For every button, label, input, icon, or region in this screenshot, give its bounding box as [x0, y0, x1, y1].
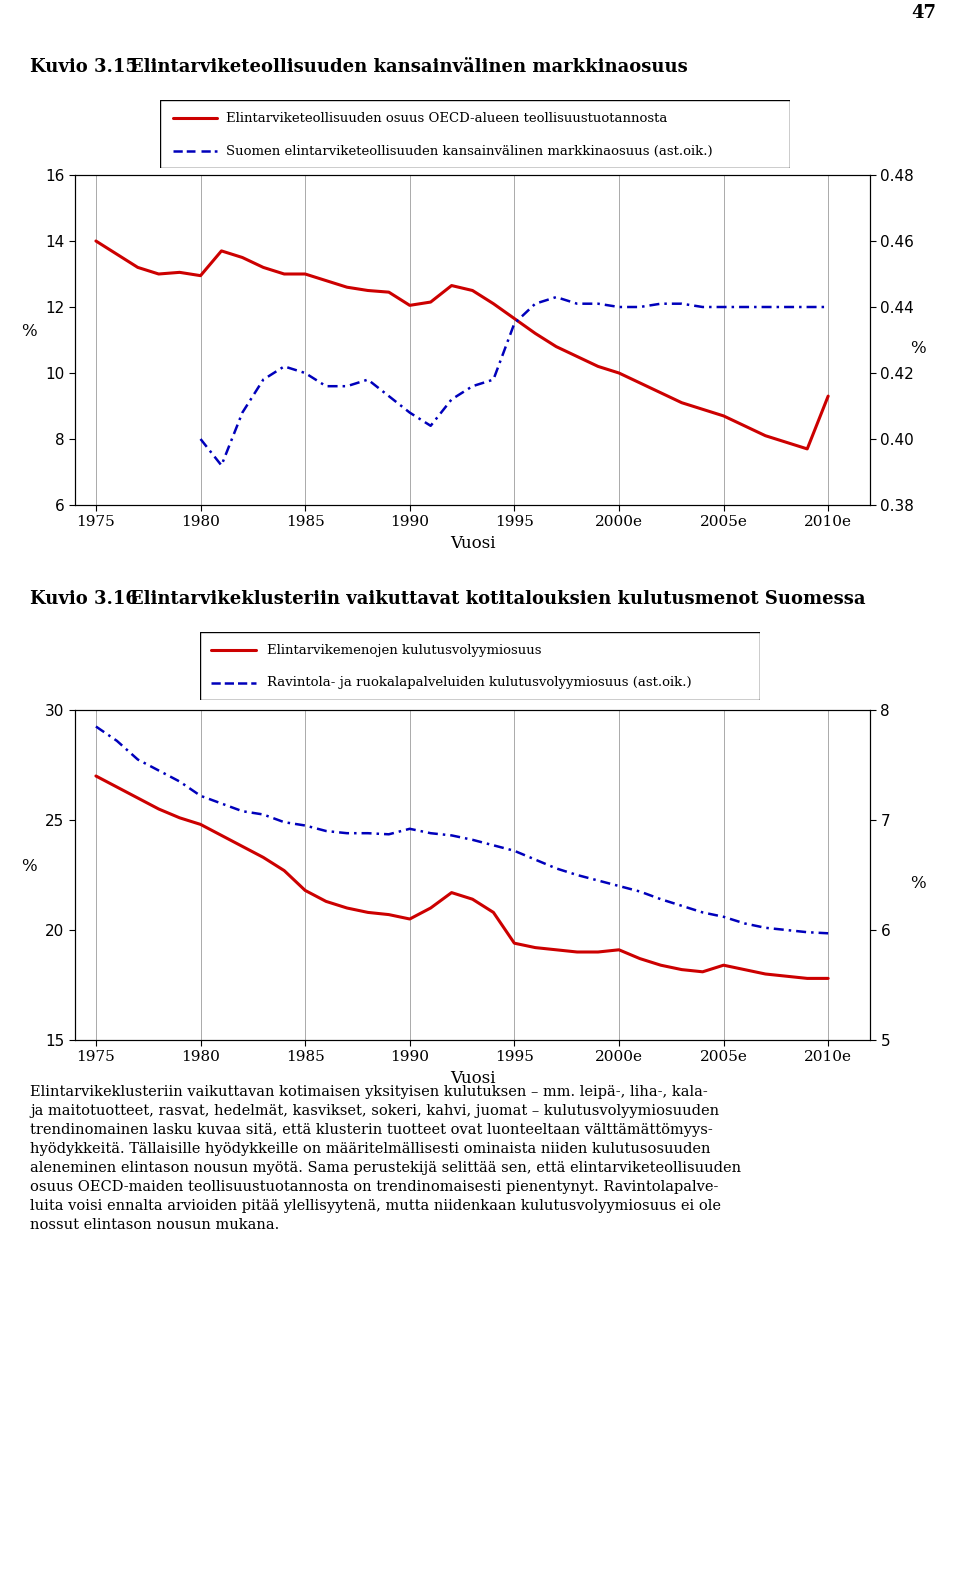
Y-axis label: %: % [21, 857, 36, 875]
Text: Kuvio 3.15: Kuvio 3.15 [30, 59, 138, 76]
Text: trendinomainen lasku kuvaa sitä, että klusterin tuotteet ovat luonteeltaan vältt: trendinomainen lasku kuvaa sitä, että kl… [30, 1124, 712, 1136]
X-axis label: Vuosi: Vuosi [449, 536, 495, 552]
Text: nossut elintason nousun mukana.: nossut elintason nousun mukana. [30, 1217, 279, 1232]
Y-axis label: %: % [910, 875, 925, 892]
Text: Kuvio 3.16: Kuvio 3.16 [30, 590, 138, 609]
Text: osuus OECD-maiden teollisuustuotannosta on trendinomaisesti pienentynyt. Ravinto: osuus OECD-maiden teollisuustuotannosta … [30, 1179, 718, 1194]
X-axis label: Vuosi: Vuosi [449, 1070, 495, 1087]
Text: Elintarviketeollisuuden kansainvälinen markkinaosuus: Elintarviketeollisuuden kansainvälinen m… [130, 59, 687, 76]
Text: Elintarvikeklusteriin vaikuttavan kotimaisen yksityisen kulutuksen – mm. leipä-,: Elintarvikeklusteriin vaikuttavan kotima… [30, 1086, 708, 1098]
Y-axis label: %: % [910, 341, 925, 357]
Text: luita voisi ennalta arvioiden pitää ylellisyytenä, mutta niidenkaan kulutusvolyy: luita voisi ennalta arvioiden pitää ylel… [30, 1198, 721, 1213]
Text: Elintarvikemenojen kulutusvolyymiosuus: Elintarvikemenojen kulutusvolyymiosuus [267, 644, 541, 656]
Text: hyödykkeitä. Tällaisille hyödykkeille on määritelmällisesti ominaista niiden kul: hyödykkeitä. Tällaisille hyödykkeille on… [30, 1143, 710, 1155]
Text: ja maitotuotteet, rasvat, hedelmät, kasvikset, sokeri, kahvi, juomat – kulutusvo: ja maitotuotteet, rasvat, hedelmät, kasv… [30, 1105, 719, 1117]
Text: Ravintola- ja ruokalapalveluiden kulutusvolyymiosuus (ast.oik.): Ravintola- ja ruokalapalveluiden kulutus… [267, 677, 692, 689]
Text: 47: 47 [911, 3, 936, 22]
Text: Suomen elintarviketeollisuuden kansainvälinen markkinaosuus (ast.oik.): Suomen elintarviketeollisuuden kansainvä… [227, 144, 712, 157]
Text: Elintarvikeklusteriin vaikuttavat kotitalouksien kulutusmenot Suomessa: Elintarvikeklusteriin vaikuttavat kotita… [130, 590, 866, 609]
Y-axis label: %: % [21, 323, 36, 341]
Text: aleneminen elintason nousun myötä. Sama perustekijä selittää sen, että elintarvi: aleneminen elintason nousun myötä. Sama … [30, 1160, 741, 1174]
Text: Elintarviketeollisuuden osuus OECD-alueen teollisuustuotannosta: Elintarviketeollisuuden osuus OECD-aluee… [227, 113, 667, 125]
